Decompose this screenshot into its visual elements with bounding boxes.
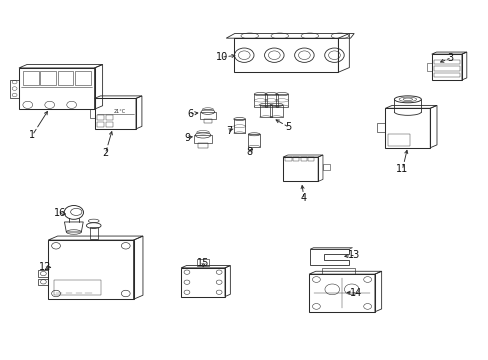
Bar <box>106 122 113 127</box>
Bar <box>106 115 113 120</box>
Bar <box>197 259 208 266</box>
Bar <box>270 105 283 117</box>
Bar <box>433 73 459 77</box>
Text: 13: 13 <box>347 250 360 260</box>
Text: 14: 14 <box>349 288 361 298</box>
Bar <box>275 94 288 107</box>
Bar <box>19 68 94 109</box>
Bar <box>199 112 216 119</box>
Bar <box>431 54 461 80</box>
Bar <box>387 134 409 146</box>
Bar <box>300 157 306 161</box>
Bar <box>203 119 212 123</box>
Text: 21°C: 21°C <box>114 109 126 114</box>
Bar <box>259 105 272 117</box>
Bar <box>23 71 39 85</box>
Text: 6: 6 <box>187 109 194 119</box>
Bar <box>264 94 277 107</box>
Text: 3: 3 <box>447 53 452 63</box>
Bar <box>97 122 104 127</box>
Text: 2: 2 <box>102 148 108 158</box>
Bar <box>308 274 374 312</box>
Bar <box>58 71 73 85</box>
Bar <box>307 157 314 161</box>
Bar <box>322 268 354 274</box>
Text: 4: 4 <box>300 193 306 203</box>
Bar <box>193 135 212 143</box>
Bar <box>198 143 207 148</box>
Bar <box>433 66 459 71</box>
Text: 16: 16 <box>54 208 66 218</box>
Bar <box>48 240 133 299</box>
Bar <box>322 164 329 170</box>
Bar <box>285 157 291 161</box>
Bar <box>254 94 266 107</box>
Bar <box>248 134 260 147</box>
Text: 11: 11 <box>396 164 408 174</box>
Text: 1: 1 <box>29 130 35 140</box>
Bar <box>385 108 429 148</box>
Bar <box>39 279 48 285</box>
Bar <box>292 157 299 161</box>
Bar <box>181 268 224 297</box>
Bar <box>89 109 94 118</box>
Bar <box>75 71 90 85</box>
Bar <box>426 63 431 71</box>
Bar <box>97 115 104 120</box>
Text: 12: 12 <box>40 262 52 272</box>
Bar <box>433 60 459 64</box>
Bar <box>40 71 56 85</box>
Bar <box>233 119 245 134</box>
Bar <box>10 80 19 98</box>
Bar <box>283 157 318 181</box>
Bar <box>39 270 48 277</box>
Bar <box>90 228 98 239</box>
Text: 7: 7 <box>225 126 231 135</box>
Text: 5: 5 <box>285 122 291 132</box>
Text: 10: 10 <box>216 52 228 62</box>
Text: 15: 15 <box>197 258 209 268</box>
Text: 8: 8 <box>246 147 252 157</box>
Text: 9: 9 <box>183 133 190 143</box>
Bar <box>94 98 136 129</box>
Bar <box>54 280 101 295</box>
Bar <box>376 123 385 132</box>
Bar <box>233 38 338 72</box>
